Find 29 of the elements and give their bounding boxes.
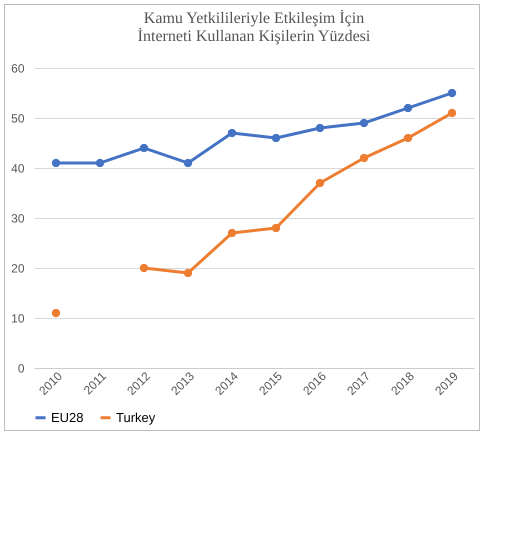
y-tick-label: 30 [11, 212, 25, 226]
point [52, 158, 60, 168]
y-tick-label: 10 [11, 312, 25, 326]
y-tick-label: 20 [11, 262, 25, 276]
y-tick-label: 60 [11, 62, 25, 76]
point [184, 158, 192, 168]
point [448, 88, 456, 98]
point [184, 268, 192, 278]
point [316, 124, 324, 132]
point [404, 104, 412, 112]
chart-title: Kamu Yetkilileriyle Etkileşim İçin İnterneti Kullanan Kişilerin Yüzdesi [138, 9, 371, 45]
point [360, 154, 368, 162]
point [272, 224, 280, 232]
point [228, 128, 236, 138]
point [272, 134, 280, 142]
y-tick-label: 40 [11, 162, 25, 176]
point [316, 178, 324, 188]
point [52, 308, 60, 318]
point [140, 144, 148, 152]
legend-label: EU28 [51, 410, 84, 425]
point [140, 264, 148, 272]
point [96, 158, 104, 168]
y-tick-label: 50 [11, 112, 25, 126]
point [228, 228, 236, 238]
y-tick-label: 0 [18, 362, 25, 376]
legend-label: Turkey [116, 410, 156, 425]
point [404, 134, 412, 142]
point [448, 108, 456, 118]
point [360, 118, 368, 128]
